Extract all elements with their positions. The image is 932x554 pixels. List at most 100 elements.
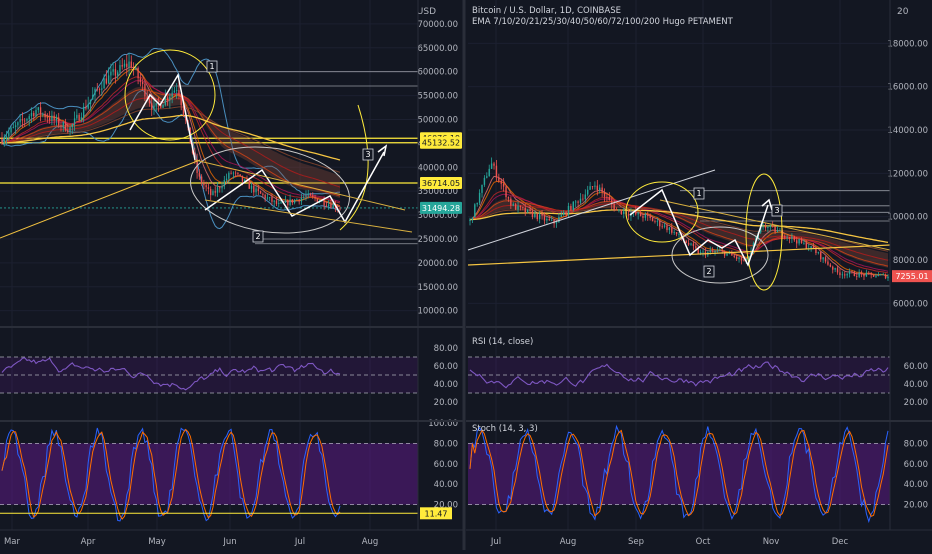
candle — [769, 224, 772, 232]
candle — [62, 121, 64, 132]
candle-body — [654, 221, 656, 223]
candle — [123, 59, 126, 69]
candle — [85, 99, 87, 111]
candle-body — [824, 257, 827, 262]
candle — [278, 199, 280, 208]
candle-body — [834, 268, 836, 270]
candle-body — [212, 191, 214, 196]
candle-body — [728, 253, 731, 254]
candle-body — [882, 274, 884, 276]
candle — [853, 270, 856, 277]
candle-body — [69, 127, 71, 132]
candle-body — [128, 61, 130, 67]
candle — [144, 81, 146, 101]
candle — [486, 172, 488, 179]
candle — [543, 212, 546, 225]
left-zigzag-bottom — [204, 151, 385, 224]
candle — [675, 231, 678, 237]
left-time-axis[interactable]: Mar Apr May Jun Jul Aug — [4, 537, 378, 547]
candle — [262, 192, 264, 198]
candle-body — [591, 186, 594, 188]
candle-body — [726, 253, 728, 256]
candle-body — [180, 95, 182, 106]
candle-body — [332, 204, 334, 208]
candle — [478, 189, 481, 206]
candle — [219, 186, 221, 193]
candle — [107, 67, 110, 84]
left-price-axis[interactable]: USD 70000.00 65000.00 60000.00 55000.00 5000… — [417, 7, 462, 317]
candle-body — [620, 209, 623, 214]
candle — [474, 203, 476, 218]
candle — [666, 223, 668, 233]
candle-body — [96, 88, 98, 90]
left-stoch-tag: 11.47 — [425, 509, 448, 518]
left-price-tag-bg — [420, 176, 462, 189]
l-rsi-tick: 80.00 — [434, 344, 458, 354]
candle — [121, 58, 123, 70]
candle — [26, 117, 28, 123]
candle-body — [248, 181, 250, 189]
right-price-pane[interactable]: 123 Bitcoin / U.S. Dollar, 1D, COINBASE … — [467, 0, 891, 530]
candle — [60, 122, 62, 132]
l-y-tick-label: 20000.00 — [417, 259, 458, 269]
l-x-tick-label: Aug — [362, 537, 379, 547]
candle-body — [844, 274, 846, 276]
candle-body — [793, 236, 796, 241]
r-ema-20 — [469, 190, 889, 274]
candle — [574, 199, 577, 207]
r-rsi-tick: 60.00 — [904, 362, 928, 372]
candle-body — [103, 78, 105, 89]
candle-body — [836, 268, 839, 273]
candle — [824, 256, 827, 264]
candle-body — [474, 204, 476, 218]
candle-body — [275, 200, 278, 204]
candle-body — [548, 218, 550, 221]
candle — [67, 123, 69, 134]
candle-body — [255, 188, 257, 193]
candle — [130, 55, 132, 69]
left-currency-label: USD — [417, 7, 436, 17]
candle-body — [534, 213, 536, 217]
candle-body — [490, 163, 493, 169]
right-trendline-resistance — [659, 199, 891, 251]
right-rsi-pane[interactable]: 60.00 40.00 20.00 RSI (14, close) — [468, 337, 928, 408]
candle-body — [599, 187, 601, 191]
candle — [872, 274, 875, 278]
left-price-pane[interactable]: 1 2 3 — [0, 0, 418, 530]
candle-body — [478, 192, 481, 203]
candle — [647, 211, 649, 221]
candle — [692, 240, 695, 251]
candle-body — [673, 231, 675, 233]
candle-body — [524, 207, 526, 213]
candle — [642, 213, 644, 222]
right-stoch-label: Stoch (14, 3, 3) — [472, 424, 538, 434]
candle — [307, 189, 309, 199]
left-rsi-pane[interactable]: 80.00 60.00 40.00 20.00 — [0, 344, 458, 408]
candle — [488, 164, 490, 177]
left-chart: 1 2 3 USD 70000.00 65000.00 60000.00 55000.00… — [0, 0, 462, 547]
right-price-tag-bg — [892, 270, 932, 283]
candle-body — [469, 219, 471, 221]
candle — [175, 83, 178, 99]
candle-body — [107, 75, 110, 84]
candle-body — [144, 83, 146, 97]
candle — [668, 226, 671, 235]
candle-body — [488, 168, 490, 177]
candle — [471, 217, 474, 223]
candle-body — [30, 113, 33, 117]
right-stoch-pane[interactable]: 80.00 60.00 40.00 20.00 Stoch (14, 3, 3) — [468, 424, 928, 524]
candle-body — [745, 258, 747, 261]
candle — [817, 251, 820, 255]
candle-body — [740, 257, 743, 261]
candle — [73, 111, 76, 131]
right-wave-label: 1 — [696, 189, 701, 198]
right-time-axis[interactable]: Jul Aug Sep Oct Nov Dec — [490, 537, 849, 547]
candle — [615, 207, 618, 211]
candle — [151, 96, 153, 116]
candle — [182, 104, 185, 118]
r-rsi-tick: 40.00 — [904, 380, 928, 390]
l-x-tick-label: Jul — [294, 537, 305, 547]
candle — [844, 271, 846, 279]
right-price-axis[interactable]: 20 18000.00 16000.00 14000.00 12000.00 10000… — [887, 7, 932, 309]
